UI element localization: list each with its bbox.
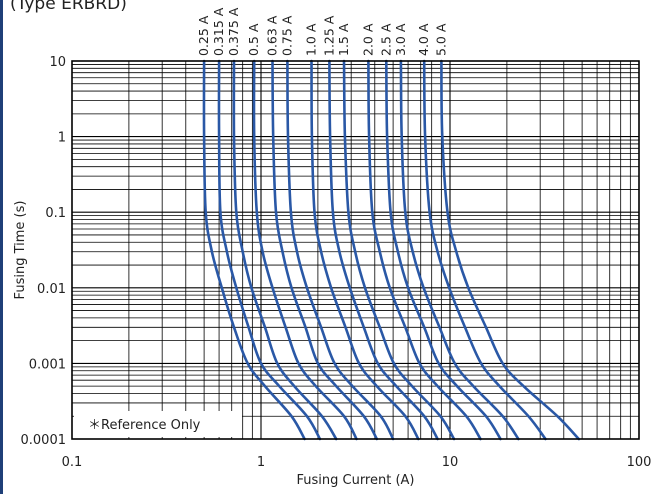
y-tick-label: 0.01 bbox=[37, 282, 66, 297]
rating-label-063: 0.63 A bbox=[265, 15, 280, 56]
y-tick-label: 10 bbox=[49, 55, 66, 70]
rating-label-15: 1.5 A bbox=[336, 23, 351, 56]
x-tick-label: 0.1 bbox=[62, 455, 83, 470]
rating-label-25: 2.5 A bbox=[378, 23, 393, 56]
series-rating-labels: 0.25 A 0.315 A 0.375 A 0.5 A 0.63 A 0.75 A 1.0… bbox=[196, 7, 448, 56]
plot-frame bbox=[71, 60, 640, 440]
y-tick-label: 0.1 bbox=[45, 206, 66, 221]
rating-label-10: 1.0 A bbox=[304, 23, 319, 56]
y-tick-label: 1 bbox=[58, 131, 66, 146]
rating-label-125: 1.25 A bbox=[321, 15, 336, 56]
rating-label-025: 0.25 A bbox=[196, 15, 211, 56]
series-curve-40 bbox=[422, 59, 547, 441]
grid bbox=[72, 61, 639, 439]
x-tick-label: 1 bbox=[257, 455, 265, 470]
type-label: (Type ERBRD) bbox=[10, 0, 127, 14]
rating-label-30: 3.0 A bbox=[393, 23, 408, 56]
reference-note-box bbox=[74, 411, 242, 437]
reference-note: ＊Reference Only bbox=[88, 418, 201, 433]
y-tick-label: 0.001 bbox=[29, 357, 66, 372]
y-tick-label: 0.0001 bbox=[21, 433, 67, 448]
series-curve-0315 bbox=[217, 59, 322, 441]
series-curve-063 bbox=[271, 59, 379, 441]
series-curve-075 bbox=[286, 59, 395, 441]
series-curve-25 bbox=[385, 59, 502, 441]
rating-label-075: 0.75 A bbox=[279, 15, 294, 56]
y-axis-title: Fusing Time (s) bbox=[13, 201, 28, 300]
rating-label-50: 5.0 A bbox=[433, 23, 448, 56]
series-curves bbox=[202, 59, 581, 441]
series-curve-20 bbox=[367, 59, 482, 441]
series-curve-10 bbox=[310, 59, 420, 441]
left-edge-rule bbox=[0, 0, 3, 494]
series-curve-15 bbox=[342, 59, 456, 441]
rating-label-20: 2.0 A bbox=[360, 23, 375, 56]
rating-label-05: 0.5 A bbox=[246, 23, 261, 56]
series-curve-0375 bbox=[232, 59, 338, 441]
x-axis-ticks: 0.1 1 10 100 bbox=[62, 455, 652, 470]
x-tick-label: 10 bbox=[442, 455, 459, 470]
x-axis-title: Fusing Current (A) bbox=[296, 473, 414, 488]
rating-label-0315: 0.315 A bbox=[211, 7, 226, 56]
y-axis-ticks: 0.0001 0.001 0.01 0.1 1 10 bbox=[21, 55, 67, 448]
series-curve-025 bbox=[202, 59, 306, 441]
rating-label-40: 4.0 A bbox=[416, 23, 431, 56]
series-curve-125 bbox=[328, 59, 439, 441]
x-tick-label: 100 bbox=[627, 455, 652, 470]
series-curve-50 bbox=[440, 59, 581, 441]
series-curve-30 bbox=[399, 59, 520, 441]
series-curve-05 bbox=[252, 59, 358, 441]
rating-label-0375: 0.375 A bbox=[226, 7, 241, 56]
